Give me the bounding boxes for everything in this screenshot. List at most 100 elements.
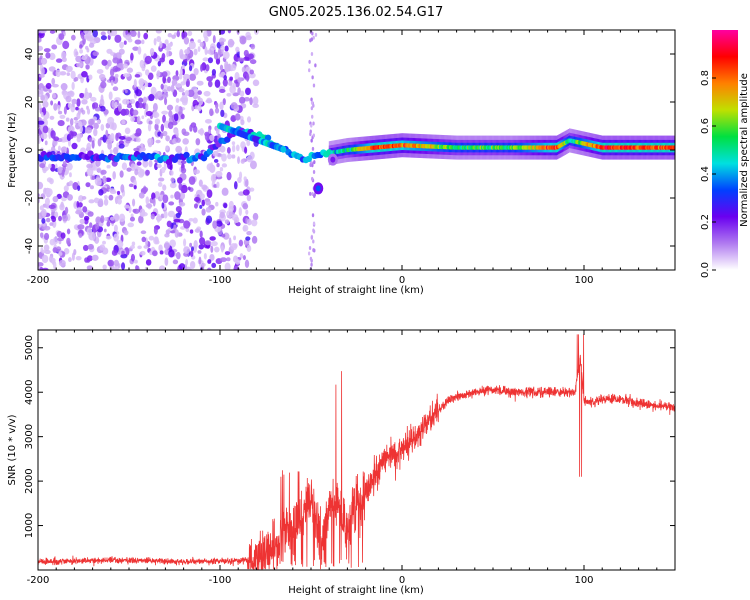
noise-point bbox=[58, 33, 65, 41]
noise-point bbox=[41, 217, 46, 224]
noise-point bbox=[174, 104, 180, 113]
noise-point bbox=[77, 185, 81, 192]
noise-point bbox=[219, 167, 224, 172]
noise-point bbox=[314, 32, 318, 37]
noise-point bbox=[145, 169, 150, 176]
noise-point bbox=[187, 186, 191, 191]
noise-point bbox=[235, 144, 240, 152]
ridge-point bbox=[264, 134, 272, 142]
noise-point bbox=[160, 83, 164, 90]
noise-point bbox=[249, 187, 255, 192]
noise-point bbox=[38, 181, 44, 190]
noise-point bbox=[206, 163, 214, 171]
noise-point bbox=[249, 69, 255, 75]
noise-point bbox=[58, 251, 63, 256]
noise-point bbox=[73, 77, 77, 82]
noise-point bbox=[75, 210, 82, 215]
noise-point bbox=[148, 94, 155, 102]
noise-point bbox=[166, 104, 174, 111]
noise-point bbox=[38, 223, 42, 229]
noise-point bbox=[204, 36, 209, 43]
noise-point bbox=[60, 232, 66, 239]
noise-point bbox=[312, 35, 315, 40]
noise-point bbox=[185, 259, 189, 266]
y-tick-label: -20 bbox=[24, 190, 35, 206]
noise-point bbox=[111, 122, 117, 131]
noise-point bbox=[199, 230, 203, 238]
snr-frame bbox=[37, 329, 676, 571]
noise-point bbox=[88, 42, 95, 48]
spectrogram-noise-points bbox=[38, 30, 318, 270]
noise-point bbox=[309, 191, 312, 196]
noise-point bbox=[113, 266, 118, 270]
noise-point bbox=[212, 220, 218, 229]
noise-point bbox=[209, 43, 216, 51]
noise-point bbox=[130, 116, 135, 122]
noise-point bbox=[180, 160, 187, 165]
noise-point bbox=[45, 52, 51, 59]
noise-point bbox=[114, 101, 118, 108]
noise-point bbox=[222, 98, 226, 106]
noise-point bbox=[219, 145, 226, 153]
noise-point bbox=[226, 257, 231, 262]
colorbar-tick-label: 0.6 bbox=[700, 118, 711, 134]
noise-point bbox=[173, 128, 179, 135]
colorbar-tick-label: 0.2 bbox=[700, 214, 711, 230]
noise-point bbox=[38, 37, 42, 43]
spectrogram-x-ticks: -200 -100 0 100 bbox=[27, 30, 676, 286]
noise-point bbox=[174, 229, 180, 238]
noise-point bbox=[194, 105, 199, 110]
noise-point bbox=[168, 249, 175, 258]
noise-point bbox=[190, 246, 194, 252]
noise-point bbox=[142, 186, 149, 193]
noise-point bbox=[58, 259, 66, 267]
noise-point bbox=[183, 36, 190, 45]
noise-point bbox=[43, 232, 50, 241]
noise-point bbox=[198, 179, 203, 187]
noise-point bbox=[237, 77, 242, 83]
noise-point bbox=[179, 191, 186, 200]
noise-point bbox=[82, 206, 88, 213]
noise-point bbox=[175, 70, 179, 77]
noise-point bbox=[107, 141, 112, 150]
noise-point bbox=[235, 46, 240, 53]
noise-point bbox=[134, 132, 141, 137]
noise-point bbox=[100, 81, 107, 89]
noise-point bbox=[163, 242, 170, 250]
noise-point bbox=[136, 137, 141, 143]
noise-point bbox=[144, 69, 150, 76]
noise-point bbox=[167, 121, 174, 130]
noise-point bbox=[138, 97, 144, 103]
noise-point bbox=[59, 71, 67, 76]
noise-point bbox=[52, 94, 57, 99]
noise-point bbox=[43, 244, 50, 252]
noise-point bbox=[204, 46, 208, 56]
noise-point bbox=[49, 222, 54, 226]
noise-point bbox=[103, 198, 109, 206]
noise-point bbox=[166, 220, 172, 228]
noise-point bbox=[310, 123, 313, 128]
noise-point bbox=[226, 171, 232, 181]
noise-point bbox=[77, 224, 85, 230]
noise-point bbox=[219, 101, 224, 110]
noise-point bbox=[98, 198, 104, 205]
noise-point bbox=[80, 107, 84, 113]
noise-point bbox=[132, 198, 136, 207]
snr-plot-area bbox=[38, 330, 675, 570]
noise-point bbox=[114, 34, 122, 43]
noise-point bbox=[86, 258, 91, 263]
noise-point bbox=[94, 222, 100, 230]
noise-point bbox=[78, 233, 83, 239]
noise-point bbox=[175, 205, 182, 213]
noise-point bbox=[62, 160, 67, 166]
noise-point bbox=[81, 99, 88, 105]
noise-point bbox=[69, 90, 73, 95]
noise-point bbox=[129, 216, 135, 222]
noise-point bbox=[215, 220, 223, 227]
noise-point bbox=[128, 183, 134, 188]
noise-point bbox=[57, 110, 63, 115]
noise-point bbox=[113, 233, 120, 242]
noise-point bbox=[204, 131, 210, 137]
noise-point bbox=[206, 189, 213, 198]
